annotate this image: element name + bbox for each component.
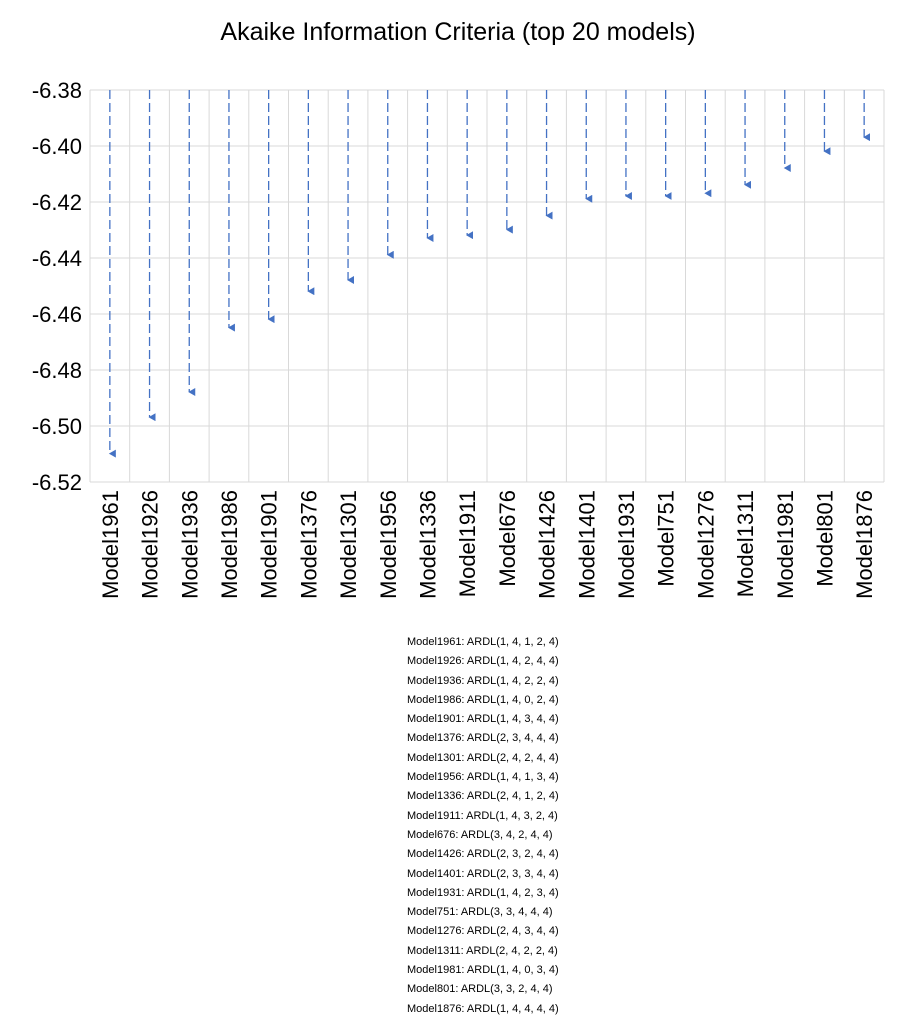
grid bbox=[89, 89, 885, 483]
x-tick-label: Model1926 bbox=[138, 490, 163, 599]
y-tick-label: -6.48 bbox=[32, 358, 82, 383]
model-legend-item: Model1876: ARDL(1, 4, 4, 4, 4) bbox=[407, 1002, 559, 1015]
chart-title: Akaike Information Criteria (top 20 mode… bbox=[220, 18, 696, 46]
x-tick-label: Model1311 bbox=[733, 490, 758, 597]
x-tick-label: Model1901 bbox=[257, 490, 282, 599]
y-tick-label: -6.52 bbox=[32, 470, 82, 495]
model-legend-item: Model1911: ARDL(1, 4, 3, 2, 4) bbox=[407, 809, 558, 822]
model-legend-item: Model1401: ARDL(2, 3, 3, 4, 4) bbox=[407, 867, 559, 880]
model-legend-item: Model1961: ARDL(1, 4, 1, 2, 4) bbox=[407, 636, 559, 648]
model-legend-item: Model1311: ARDL(2, 4, 2, 2, 4) bbox=[407, 944, 558, 957]
x-tick-label: Model1936 bbox=[177, 490, 202, 599]
model-legend-item: Model1936: ARDL(1, 4, 2, 2, 4) bbox=[407, 674, 559, 687]
model-legend-item: Model1986: ARDL(1, 4, 0, 2, 4) bbox=[407, 693, 559, 706]
y-tick-label: -6.42 bbox=[32, 190, 82, 215]
model-legend-item: Model1426: ARDL(2, 3, 2, 4, 4) bbox=[407, 848, 559, 861]
x-tick-label: Model1986 bbox=[217, 490, 242, 599]
x-tick-label: Model1276 bbox=[693, 490, 718, 599]
model-legend-item: Model676: ARDL(3, 4, 2, 4, 4) bbox=[407, 828, 553, 841]
model-legend-item: Model1926: ARDL(1, 4, 2, 4, 4) bbox=[407, 655, 559, 668]
model-legend-item: Model1336: ARDL(2, 4, 1, 2, 4) bbox=[407, 790, 559, 803]
x-tick-label: Model1961 bbox=[98, 490, 123, 599]
y-tick-label: -6.50 bbox=[32, 414, 82, 439]
model-legend-item: Model1376: ARDL(2, 3, 4, 4, 4) bbox=[407, 732, 559, 745]
y-tick-label: -6.38 bbox=[32, 78, 82, 103]
x-tick-label: Model1336 bbox=[415, 490, 440, 599]
y-tick-label: -6.40 bbox=[32, 134, 82, 159]
x-tick-label: Model1876 bbox=[852, 490, 877, 599]
model-legend-item: Model1901: ARDL(1, 4, 3, 4, 4) bbox=[407, 713, 559, 726]
y-tick-label: -6.46 bbox=[32, 302, 82, 327]
x-tick-label: Model1401 bbox=[574, 490, 599, 599]
model-legend-item: Model801: ARDL(3, 3, 2, 4, 4) bbox=[407, 983, 553, 996]
x-tick-label: Model751 bbox=[654, 490, 679, 587]
model-legend-item: Model1301: ARDL(2, 4, 2, 4, 4) bbox=[407, 751, 559, 764]
model-legend-item: Model751: ARDL(3, 3, 4, 4, 4) bbox=[407, 906, 553, 919]
x-tick-label: Model1931 bbox=[614, 490, 639, 599]
x-axis-ticks: Model1961 Model1926 Model1936 Model1986 Mode… bbox=[98, 490, 877, 599]
model-legend: Model1961: ARDL(1, 4, 1, 2, 4) Model1926:… bbox=[407, 633, 559, 1019]
x-tick-label: Model676 bbox=[495, 490, 520, 587]
x-tick-label: Model1911 bbox=[455, 490, 480, 597]
x-tick-label: Model1981 bbox=[773, 490, 798, 599]
x-tick-label: Model801 bbox=[812, 490, 837, 587]
model-legend-item: Model1981: ARDL(1, 4, 0, 3, 4) bbox=[407, 964, 559, 977]
x-tick-label: Model1376 bbox=[296, 490, 321, 599]
model-legend-item: Model1931: ARDL(1, 4, 2, 3, 4) bbox=[407, 886, 559, 899]
chart-plot: -6.38 -6.40 -6.42 -6.44 -6.46 -6.48 -6.50 -6.52… bbox=[32, 78, 885, 599]
data-marks bbox=[108, 90, 871, 458]
y-tick-label: -6.44 bbox=[32, 246, 82, 271]
y-axis-ticks: -6.38 -6.40 -6.42 -6.44 -6.46 -6.48 -6.50 -6.52 bbox=[32, 78, 82, 495]
x-tick-label: Model1426 bbox=[535, 490, 560, 599]
x-tick-label: Model1301 bbox=[336, 490, 361, 599]
model-legend-item: Model1276: ARDL(2, 4, 3, 4, 4) bbox=[407, 925, 559, 938]
model-legend-item: Model1956: ARDL(1, 4, 1, 3, 4) bbox=[407, 771, 559, 784]
x-tick-label: Model1956 bbox=[376, 490, 401, 599]
